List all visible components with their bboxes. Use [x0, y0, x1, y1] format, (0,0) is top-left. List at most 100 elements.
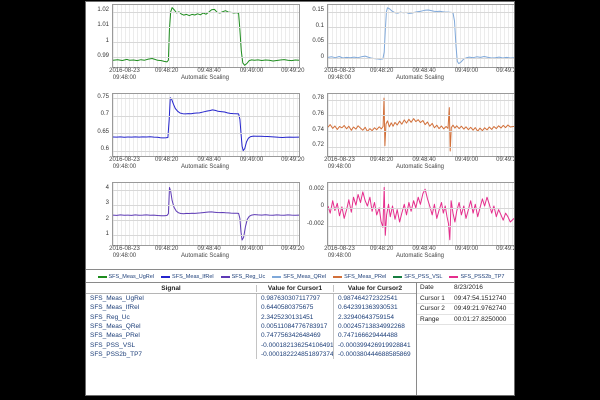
axis-caption: Automatic Scaling [180, 75, 230, 81]
gridline [113, 42, 299, 44]
table-row[interactable]: SFS_Meas_QRel 0.00511084776783917 0.002457… [86, 321, 416, 332]
x-tick-label: 09:48:20 [369, 246, 394, 252]
legend-item[interactable]: SFS_Meas_UgRel [97, 274, 154, 280]
table-row[interactable]: SFS_Reg_Uc 2.3425230131451 2.3294064375915… [86, 312, 416, 322]
table-header-row: Signal Value for Cursor1 Value for Curso… [86, 283, 416, 294]
legend-label: SFS_Meas_QRel [283, 273, 327, 280]
cursor-value-cell: 0.987630307117797 [256, 294, 333, 304]
y-axis-ifrel: 0.75 0.7 0.65 0.6 [86, 91, 110, 157]
y-tick-label: 0.15 [312, 7, 324, 14]
table-row[interactable]: SFS_Meas_IfRel 0.6440580375675 0.642391363… [86, 303, 416, 313]
gridline [328, 27, 514, 29]
plot-area-ugrel[interactable] [112, 4, 300, 68]
x-tick-label: 09:48:40 [197, 157, 221, 163]
y-tick-label: 0.65 [97, 128, 109, 135]
plot-sfs-meas-ifrel: 0.75 0.7 0.65 0.6 2016-08-23 09:48:00 09:48:2… [86, 91, 305, 180]
legend-item[interactable]: SFS_Reg_Uc [220, 274, 265, 280]
gridline [113, 189, 299, 191]
gridline [113, 57, 299, 59]
x-tick-label: 09:48:40 [197, 68, 221, 74]
cursor-value-cell: 0.747756342648469 [256, 331, 333, 341]
table-row[interactable]: SFS_PSS2b_TP7 -0.000182224851897374 -0.000… [86, 349, 416, 360]
y-tick-label: 0 [320, 203, 324, 210]
cursor-value-cell: 0.00511084776783917 [256, 321, 333, 332]
cursor-value-cell: 0.747166629444488 [333, 331, 416, 341]
cursor-value-cell: 0.00245713834992268 [333, 321, 416, 332]
axis-caption: Automatic Scaling [395, 164, 445, 170]
table-row[interactable]: SFS_PSS_VSL -0.000182136254106491 -0.00039… [86, 340, 416, 350]
info-label: Range [420, 315, 440, 323]
info-value: 09:47:54.1512740 [454, 294, 507, 302]
plot-area-reg-uc[interactable] [112, 182, 300, 246]
gridline [113, 133, 299, 135]
info-row: Cursor 2 09:49:21.9762740 [417, 304, 514, 315]
gridline [328, 115, 514, 117]
y-tick-label: 0.99 [97, 52, 109, 59]
legend-line-swatch [220, 275, 230, 278]
plot-area-qrel[interactable] [327, 4, 514, 68]
x-tick-label: 09:48:20 [154, 246, 179, 252]
y-tick-label: -0.002 [306, 221, 324, 227]
info-label: Date [420, 284, 434, 292]
x-tick-label: 09:48:20 [154, 68, 179, 74]
plot-area-tp7[interactable] [327, 182, 514, 246]
x-tick-label: 09:48:40 [412, 246, 436, 252]
axis-caption: Automatic Scaling [395, 253, 445, 259]
x-tick-label: 09:48:20 [369, 157, 394, 163]
gridline [113, 98, 299, 100]
signal-name-cell: SFS_Meas_QRel [90, 323, 141, 331]
y-tick-label: 0.78 [312, 95, 324, 102]
x-tick-label: 09:48:40 [197, 246, 221, 252]
legend-label: SFS_PSS_VSL [404, 273, 443, 280]
x-tick-label: 2016-08-23 09:48:00 [324, 246, 355, 259]
legend-label: SFS_Meas_PRel [344, 273, 387, 280]
y-tick-label: 0.002 [308, 185, 324, 192]
plot-sfs-meas-qrel: 0.15 0.1 0.05 0 2016-08-23 09:48:00 09:48:20 0… [301, 2, 514, 91]
table-row[interactable]: SFS_Meas_UgRel 0.987630307117797 0.9874642… [86, 294, 416, 304]
y-axis-reg-uc: 4 3 2 1 [86, 180, 110, 246]
info-value: 09:49:21.9762740 [454, 305, 507, 313]
cursor-info-panel: Date 8/23/2016 Cursor 1 09:47:54.1512740 Cur… [416, 282, 514, 395]
legend-item[interactable]: SFS_PSS2b_TP7 [449, 273, 505, 280]
legend-item[interactable]: SFS_PSS_VSL [393, 274, 442, 280]
plot-area-ifrel[interactable] [112, 93, 300, 157]
cursor-value-cell: -0.000182224851897374 [256, 349, 333, 360]
legend-bar: SFS_Meas_UgRel SFS_Meas_IfRel SFS_Reg_Uc SF… [86, 269, 514, 283]
cursor-value-cell: 2.3425230131451 [256, 312, 333, 322]
plot-sfs-meas-ugrel: 1.02 1.01 1 0.99 2016-08-23 09:48:00 09:48:20… [86, 2, 304, 91]
legend-line-swatch [393, 275, 403, 278]
gridline [113, 11, 299, 13]
y-tick-label: 4 [105, 185, 109, 192]
x-tick-label: 09:48:20 [154, 157, 179, 163]
cursor-value-cell: 0.642391363930531 [333, 303, 416, 313]
legend-item[interactable]: SFS_Meas_IfRel [161, 274, 214, 280]
table-body: SFS_Meas_UgRel 0.987630307117797 0.9874642… [86, 294, 416, 360]
y-tick-label: 1 [105, 37, 109, 44]
plot-area-prel[interactable] [327, 93, 514, 157]
x-tick-label: 09:49:20 [281, 246, 305, 252]
plot-sfs-meas-prel: 0.78 0.76 0.74 0.72 2016-08-23 09:48:00 09:48… [301, 91, 514, 180]
y-axis-ugrel: 1.02 1.01 1 0.99 [86, 2, 110, 68]
gridline [113, 26, 299, 28]
plot-sfs-reg-uc: 4 3 2 1 2016-08-23 09:48:00 09:48:20 09:48:40 0… [86, 180, 305, 269]
cursor-value-cell: 0.6440580375675 [256, 303, 333, 313]
signal-name-cell: SFS_Reg_Uc [90, 313, 130, 321]
x-tick-label: 2016-08-23 09:48:00 [324, 157, 355, 170]
gridline [328, 190, 514, 192]
y-tick-label: 3 [105, 200, 109, 207]
gridline [113, 220, 299, 222]
y-tick-label: 1 [105, 230, 109, 237]
legend-label: SFS_PSS2b_TP7 [460, 273, 505, 280]
table-row[interactable]: SFS_Meas_PRel 0.747756342648469 0.74716662… [86, 331, 416, 341]
x-tick-label: 09:49:20 [496, 246, 514, 252]
signal-analysis-window: 1.02 1.01 1 0.99 2016-08-23 09:48:00 09:48:20… [85, 1, 515, 396]
signal-name-cell: SFS_Meas_UgRel [90, 295, 144, 303]
cursor-value-cell: -0.000380444688585869 [333, 349, 416, 360]
legend-item[interactable]: SFS_Meas_QRel [272, 274, 326, 280]
legend-item[interactable]: SFS_Meas_PRel [333, 274, 386, 280]
x-tick-label: 09:49:00 [454, 246, 479, 252]
x-tick-label: 09:49:20 [281, 157, 305, 163]
x-tick-label: 2016-08-23 09:48:00 [109, 68, 140, 81]
gridline [113, 115, 299, 117]
